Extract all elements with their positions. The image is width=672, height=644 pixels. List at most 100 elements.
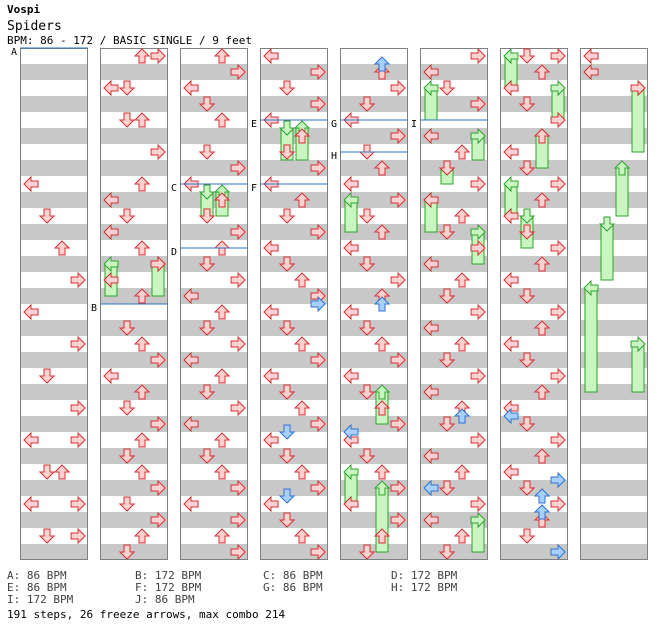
step-arrow [263,239,279,257]
beat-stripe [20,416,88,432]
step-arrow [423,383,439,401]
beat-stripe [260,64,328,80]
beat-stripe [100,64,168,80]
beat-stripe [500,256,568,272]
offbeat-arrow [423,479,439,497]
step-arrow [183,495,199,513]
step-arrow [278,208,296,224]
step-arrow [343,495,359,513]
beat-stripe [180,544,248,560]
step-arrow [213,192,231,208]
freeze-head [198,184,216,200]
step-arrow [423,319,439,337]
step-arrow [183,351,199,369]
step-arrow [103,367,119,385]
step-arrow [293,528,311,544]
step-arrow [518,160,536,176]
step-arrow [423,511,439,529]
step-arrow [150,143,166,161]
beat-stripe [580,128,648,144]
step-arrow [230,63,246,81]
freeze-body [600,223,614,281]
step-arrow [373,160,391,176]
beat-stripe [20,160,88,176]
step-arrow [293,128,311,144]
beat-stripe [20,480,88,496]
beat-stripe [340,512,408,528]
step-arrow [518,416,536,432]
bpm-marker-label: I [411,119,417,130]
beat-stripe [180,192,248,208]
step-arrow [213,464,231,480]
beat-stripe [100,96,168,112]
beat-stripe [260,544,328,560]
step-arrow [293,400,311,416]
step-arrow [550,111,566,129]
beat-stripe [20,512,88,528]
step-arrow [213,112,231,128]
bpm-marker-label: B [91,303,97,314]
step-arrow [118,112,136,128]
step-arrow [118,80,136,96]
step-arrow [438,544,456,560]
beat-stripe [20,320,88,336]
beat-stripe [580,512,648,528]
bpm-marker-label: D [171,247,177,258]
step-arrow [263,47,279,65]
step-arrow [438,416,456,432]
step-arrow [133,176,151,192]
beat-stripe [340,64,408,80]
freeze-head [343,191,359,209]
column-border [580,48,648,560]
beat-stripe [500,320,568,336]
step-arrow [518,96,536,112]
step-arrow [198,144,216,160]
step-arrow [533,384,551,400]
beat-stripe [20,96,88,112]
freeze-head [423,79,439,97]
beat-stripe [20,352,88,368]
beat-stripe [340,128,408,144]
step-arrow [453,464,471,480]
step-arrow [518,224,536,240]
step-arrow [550,239,566,257]
step-arrow [293,192,311,208]
step-arrow [230,543,246,561]
step-arrow [263,303,279,321]
step-arrow [263,367,279,385]
offbeat-arrow [533,504,551,520]
step-arrow [550,495,566,513]
step-arrow [630,79,646,97]
step-arrow [230,271,246,289]
step-arrow [358,208,376,224]
step-arrow [438,288,456,304]
step-arrow [550,303,566,321]
step-arrow [118,320,136,336]
step-arrow [230,335,246,353]
step-arrow [550,367,566,385]
freeze-head [630,335,646,353]
step-arrow [438,80,456,96]
beat-stripe [580,416,648,432]
freeze-head [613,160,631,176]
step-arrow [358,448,376,464]
step-arrow [133,240,151,256]
step-arrow [423,127,439,145]
offbeat-arrow [343,423,359,441]
step-arrow [343,239,359,257]
beat-stripe [100,416,168,432]
beat-stripe [500,384,568,400]
freeze-head [470,127,486,145]
step-arrow [310,479,326,497]
step-arrow [70,431,86,449]
beat-stripe [20,192,88,208]
beat-stripe [500,512,568,528]
step-arrow [198,384,216,400]
offbeat-arrow [453,408,471,424]
step-arrow [133,288,151,304]
freeze-head [503,47,519,65]
step-arrow [183,79,199,97]
step-arrow [150,351,166,369]
freeze-body [584,287,598,393]
step-arrow [533,192,551,208]
